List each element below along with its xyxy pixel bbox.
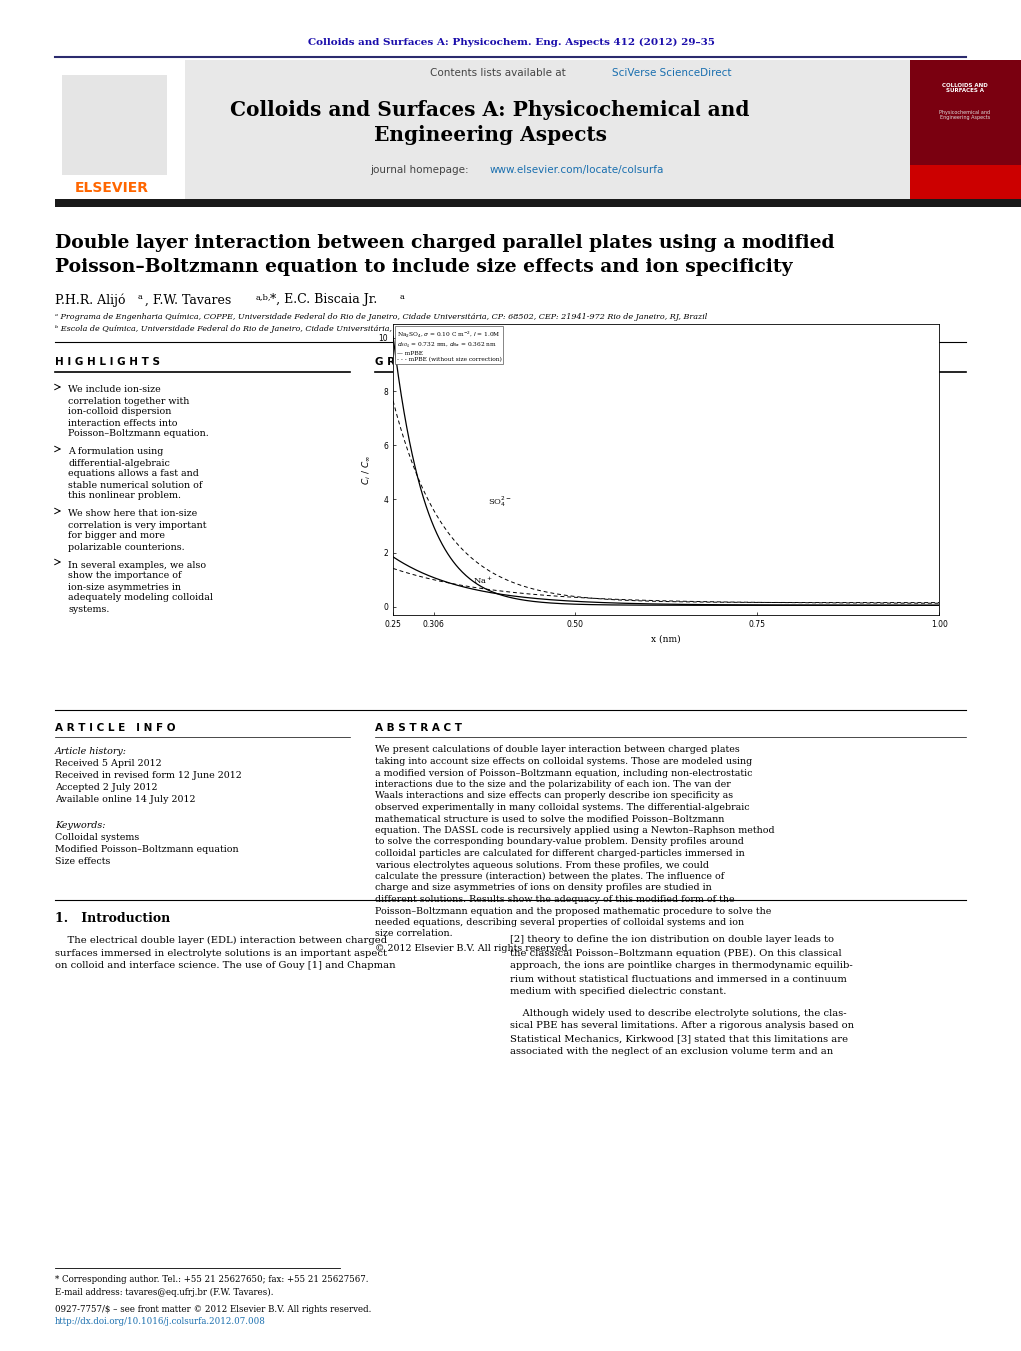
Text: Colloids and Surfaces A: Physicochem. Eng. Aspects 412 (2012) 29–35: Colloids and Surfaces A: Physicochem. En… bbox=[307, 38, 715, 46]
Text: Na$_2$SO$_4$, $\sigma$ = 0.10 C m$^{-2}$, $I$ = 1.0M
$d_{SO_4}$ = 0.732 nm, $d_{: Na$_2$SO$_4$, $\sigma$ = 0.10 C m$^{-2}$… bbox=[397, 330, 501, 362]
Text: systems.: systems. bbox=[68, 604, 109, 613]
Text: E-mail address: tavares@eq.ufrj.br (F.W. Tavares).: E-mail address: tavares@eq.ufrj.br (F.W.… bbox=[55, 1288, 274, 1297]
Text: journal homepage:: journal homepage: bbox=[370, 165, 472, 176]
Text: *, E.C. Biscaia Jr.: *, E.C. Biscaia Jr. bbox=[270, 293, 377, 307]
Bar bbox=[910, 59, 1021, 200]
Text: this nonlinear problem.: this nonlinear problem. bbox=[68, 492, 181, 500]
Text: correlation is very important: correlation is very important bbox=[68, 520, 206, 530]
Text: Engineering Aspects: Engineering Aspects bbox=[374, 126, 606, 145]
Text: [2] theory to define the ion distribution on double layer leads to: [2] theory to define the ion distributio… bbox=[510, 935, 834, 944]
Text: colloidal particles are calculated for different charged-particles immersed in: colloidal particles are calculated for d… bbox=[375, 848, 744, 858]
Text: * Corresponding author. Tel.: +55 21 25627650; fax: +55 21 25627567.: * Corresponding author. Tel.: +55 21 256… bbox=[55, 1275, 369, 1285]
Text: We present calculations of double layer interaction between charged plates: We present calculations of double layer … bbox=[375, 746, 740, 754]
Text: size correlation.: size correlation. bbox=[375, 929, 452, 939]
Text: a modified version of Poisson–Boltzmann equation, including non-electrostatic: a modified version of Poisson–Boltzmann … bbox=[375, 769, 752, 777]
Text: equations allows a fast and: equations allows a fast and bbox=[68, 470, 199, 478]
X-axis label: x (nm): x (nm) bbox=[651, 634, 681, 643]
Text: Statistical Mechanics, Kirkwood [3] stated that this limitations are: Statistical Mechanics, Kirkwood [3] stat… bbox=[510, 1035, 848, 1043]
Text: Colloidal systems: Colloidal systems bbox=[55, 832, 139, 842]
Text: A formulation using: A formulation using bbox=[68, 447, 163, 457]
Text: Modified Poisson–Boltzmann equation: Modified Poisson–Boltzmann equation bbox=[55, 844, 239, 854]
Text: A R T I C L E   I N F O: A R T I C L E I N F O bbox=[55, 723, 176, 734]
Text: ᵃ Programa de Engenharia Química, COPPE, Universidade Federal do Rio de Janeiro,: ᵃ Programa de Engenharia Química, COPPE,… bbox=[55, 313, 708, 322]
Text: ion-size asymmetries in: ion-size asymmetries in bbox=[68, 582, 181, 592]
Text: Na$^+$: Na$^+$ bbox=[473, 574, 493, 586]
Text: the classical Poisson–Boltzmann equation (PBE). On this classical: the classical Poisson–Boltzmann equation… bbox=[510, 948, 841, 958]
Text: , F.W. Tavares: , F.W. Tavares bbox=[145, 293, 231, 307]
Text: Available online 14 July 2012: Available online 14 July 2012 bbox=[55, 796, 195, 804]
Bar bbox=[55, 59, 185, 200]
Text: charge and size asymmetries of ions on density profiles are studied in: charge and size asymmetries of ions on d… bbox=[375, 884, 712, 893]
Text: A B S T R A C T: A B S T R A C T bbox=[375, 723, 461, 734]
Text: different solutions. Results show the adequacy of this modified form of the: different solutions. Results show the ad… bbox=[375, 894, 735, 904]
Text: Although widely used to describe electrolyte solutions, the clas-: Although widely used to describe electro… bbox=[510, 1008, 846, 1017]
Text: ᵇ Escola de Química, Universidade Federal do Rio de Janeiro, Cidade Universitári: ᵇ Escola de Química, Universidade Federa… bbox=[55, 326, 563, 332]
Text: http://dx.doi.org/10.1016/j.colsurfa.2012.07.008: http://dx.doi.org/10.1016/j.colsurfa.201… bbox=[55, 1317, 265, 1327]
Text: SO$_4^{2-}$: SO$_4^{2-}$ bbox=[488, 494, 512, 509]
Text: a: a bbox=[138, 293, 143, 301]
Text: Received 5 April 2012: Received 5 April 2012 bbox=[55, 759, 161, 769]
Bar bbox=[910, 165, 1021, 200]
Text: P.H.R. Alijó: P.H.R. Alijó bbox=[55, 293, 126, 307]
Text: We show here that ion-size: We show here that ion-size bbox=[68, 509, 197, 519]
Bar bbox=[55, 59, 910, 200]
Text: G R A P H I C A L   A B S T R A C T: G R A P H I C A L A B S T R A C T bbox=[375, 357, 569, 367]
Text: to solve the corresponding boundary-value problem. Density profiles around: to solve the corresponding boundary-valu… bbox=[375, 838, 744, 847]
Text: Received in revised form 12 June 2012: Received in revised form 12 June 2012 bbox=[55, 771, 242, 781]
Text: sical PBE has several limitations. After a rigorous analysis based on: sical PBE has several limitations. After… bbox=[510, 1021, 855, 1031]
Text: © 2012 Elsevier B.V. All rights reserved.: © 2012 Elsevier B.V. All rights reserved… bbox=[375, 944, 571, 952]
Text: Size effects: Size effects bbox=[55, 857, 110, 866]
Text: various electrolytes aqueous solutions. From these profiles, we could: various electrolytes aqueous solutions. … bbox=[375, 861, 709, 870]
Text: polarizable counterions.: polarizable counterions. bbox=[68, 543, 185, 551]
Text: 0927-7757/$ – see front matter © 2012 Elsevier B.V. All rights reserved.: 0927-7757/$ – see front matter © 2012 El… bbox=[55, 1305, 372, 1315]
Text: In several examples, we also: In several examples, we also bbox=[68, 561, 206, 570]
Text: www.elsevier.com/locate/colsurfa: www.elsevier.com/locate/colsurfa bbox=[490, 165, 665, 176]
Text: surfaces immersed in electrolyte solutions is an important aspect: surfaces immersed in electrolyte solutio… bbox=[55, 948, 387, 958]
Text: Physicochemical and
Engineering Aspects: Physicochemical and Engineering Aspects bbox=[939, 109, 990, 120]
Bar bbox=[55, 199, 1021, 207]
Text: H I G H L I G H T S: H I G H L I G H T S bbox=[55, 357, 160, 367]
Text: Poisson–Boltzmann equation and the proposed mathematic procedure to solve the: Poisson–Boltzmann equation and the propo… bbox=[375, 907, 772, 916]
Text: stable numerical solution of: stable numerical solution of bbox=[68, 481, 202, 489]
Bar bbox=[62, 76, 167, 176]
Text: show the importance of: show the importance of bbox=[68, 571, 182, 581]
Text: Article history:: Article history: bbox=[55, 747, 127, 757]
Text: Waals interactions and size effects can properly describe ion specificity as: Waals interactions and size effects can … bbox=[375, 792, 733, 801]
Text: medium with specified dielectric constant.: medium with specified dielectric constan… bbox=[510, 988, 726, 997]
Text: correlation together with: correlation together with bbox=[68, 396, 189, 405]
Text: The electrical double layer (EDL) interaction between charged: The electrical double layer (EDL) intera… bbox=[55, 935, 387, 944]
Text: calculate the pressure (interaction) between the plates. The influence of: calculate the pressure (interaction) bet… bbox=[375, 871, 724, 881]
Text: taking into account size effects on colloidal systems. Those are modeled using: taking into account size effects on coll… bbox=[375, 757, 752, 766]
Text: adequately modeling colloidal: adequately modeling colloidal bbox=[68, 593, 213, 603]
Text: Accepted 2 July 2012: Accepted 2 July 2012 bbox=[55, 784, 157, 793]
Text: Poisson–Boltzmann equation to include size effects and ion specificity: Poisson–Boltzmann equation to include si… bbox=[55, 258, 792, 276]
Text: SciVerse ScienceDirect: SciVerse ScienceDirect bbox=[612, 68, 731, 78]
Text: needed equations, describing several properties of colloidal systems and ion: needed equations, describing several pro… bbox=[375, 917, 744, 927]
Text: a,b,: a,b, bbox=[256, 293, 272, 301]
Text: differential-algebraic: differential-algebraic bbox=[68, 458, 169, 467]
Text: 1.   Introduction: 1. Introduction bbox=[55, 912, 171, 924]
Text: associated with the neglect of an exclusion volume term and an: associated with the neglect of an exclus… bbox=[510, 1047, 833, 1056]
Text: We include ion-size: We include ion-size bbox=[68, 385, 160, 394]
Text: a: a bbox=[400, 293, 405, 301]
Text: Keywords:: Keywords: bbox=[55, 820, 105, 830]
Text: interaction effects into: interaction effects into bbox=[68, 419, 178, 427]
Text: ion-colloid dispersion: ion-colloid dispersion bbox=[68, 408, 172, 416]
Text: interactions due to the size and the polarizability of each ion. The van der: interactions due to the size and the pol… bbox=[375, 780, 731, 789]
Text: for bigger and more: for bigger and more bbox=[68, 531, 165, 540]
Text: Poisson–Boltzmann equation.: Poisson–Boltzmann equation. bbox=[68, 430, 208, 439]
Y-axis label: $C_i\ /\ C_\infty$: $C_i\ /\ C_\infty$ bbox=[360, 454, 373, 485]
Text: Contents lists available at: Contents lists available at bbox=[430, 68, 569, 78]
Text: on colloid and interface science. The use of Gouy [1] and Chapman: on colloid and interface science. The us… bbox=[55, 962, 395, 970]
Text: mathematical structure is used to solve the modified Poisson–Boltzmann: mathematical structure is used to solve … bbox=[375, 815, 724, 824]
Text: rium without statistical fluctuations and immersed in a continuum: rium without statistical fluctuations an… bbox=[510, 974, 846, 984]
Text: ELSEVIER: ELSEVIER bbox=[75, 181, 149, 195]
Text: observed experimentally in many colloidal systems. The differential-algebraic: observed experimentally in many colloida… bbox=[375, 802, 749, 812]
Text: equation. The DASSL code is recursively applied using a Newton–Raphson method: equation. The DASSL code is recursively … bbox=[375, 825, 775, 835]
Text: Double layer interaction between charged parallel plates using a modified: Double layer interaction between charged… bbox=[55, 234, 834, 253]
Text: Colloids and Surfaces A: Physicochemical and: Colloids and Surfaces A: Physicochemical… bbox=[231, 100, 749, 120]
Text: COLLOIDS AND
SURFACES A: COLLOIDS AND SURFACES A bbox=[942, 82, 988, 93]
Text: approach, the ions are pointlike charges in thermodynamic equilib-: approach, the ions are pointlike charges… bbox=[510, 962, 853, 970]
